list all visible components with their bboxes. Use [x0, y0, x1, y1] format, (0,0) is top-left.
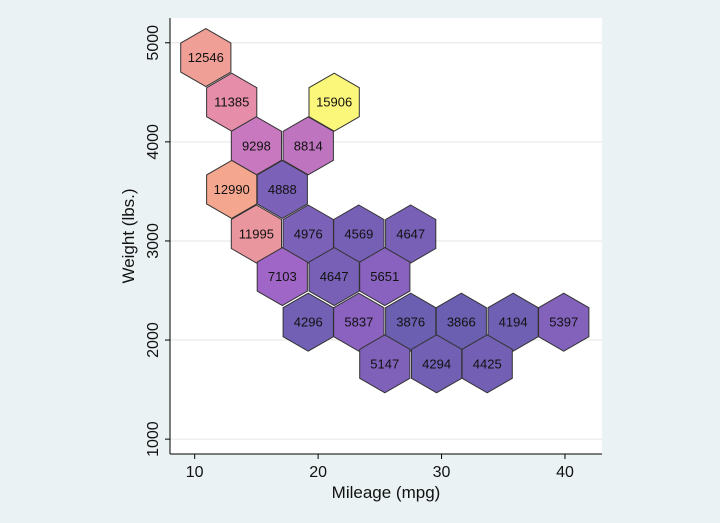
hex-value-label: 4976 [294, 227, 323, 242]
hex-value-label: 4294 [422, 356, 451, 371]
hex-cell [230, 204, 282, 264]
y-tick-label: 4000 [145, 124, 162, 160]
y-axis-ticks: 1000 2000 3000 4000 5000 [145, 25, 170, 457]
y-tick-label: 1000 [145, 421, 162, 457]
hex-value-label: 4569 [344, 227, 373, 242]
hex-value-label: 5147 [370, 356, 399, 371]
hex-value-label: 11385 [214, 95, 249, 110]
x-axis-title: Mileage (mpg) [332, 483, 441, 502]
hex-value-label: 12990 [214, 182, 250, 197]
y-axis-title: Weight (lbs.) [119, 188, 138, 283]
hex-value-label: 15906 [316, 95, 352, 110]
hex-cell [180, 28, 232, 88]
hex-cell [538, 292, 590, 352]
x-axis-ticks: 10 20 30 40 [186, 454, 574, 481]
y-tick-label: 3000 [145, 223, 162, 259]
hex-cell [385, 204, 437, 264]
hex-cell [256, 247, 308, 307]
hex-value-label: 12546 [188, 50, 224, 65]
hex-value-label: 4647 [320, 269, 349, 284]
hex-cell [282, 116, 334, 176]
y-tick-label: 2000 [145, 322, 162, 358]
hex-cell [359, 247, 411, 307]
hex-value-label: 11995 [239, 227, 274, 242]
hex-cell [461, 334, 513, 394]
hex-value-label: 4194 [499, 315, 528, 330]
hex-value-label: 4296 [294, 315, 323, 330]
hex-value-label: 4647 [396, 227, 425, 242]
hex-cells: 12546 11385 15906 9298 8814 12990 4888 11995 497… [180, 28, 590, 394]
x-tick-label: 20 [309, 464, 327, 481]
hex-cell [308, 72, 360, 132]
hex-value-label: 7103 [268, 269, 297, 284]
hex-value-label: 4425 [473, 356, 502, 371]
hex-value-label: 8814 [294, 138, 323, 153]
hex-value-label: 9298 [242, 138, 271, 153]
x-tick-label: 10 [186, 464, 204, 481]
hex-value-label: 5837 [344, 315, 373, 330]
x-tick-label: 30 [433, 464, 451, 481]
hex-value-label: 5651 [370, 269, 399, 284]
hex-cell [333, 292, 385, 352]
hex-cell [256, 159, 308, 219]
hex-value-label: 3876 [396, 315, 425, 330]
hex-value-label: 4888 [268, 182, 297, 197]
hex-cell [359, 334, 411, 394]
hex-value-label: 3866 [447, 315, 476, 330]
hex-value-label: 5397 [549, 315, 578, 330]
y-tick-label: 5000 [145, 25, 162, 61]
x-tick-label: 40 [556, 464, 574, 481]
